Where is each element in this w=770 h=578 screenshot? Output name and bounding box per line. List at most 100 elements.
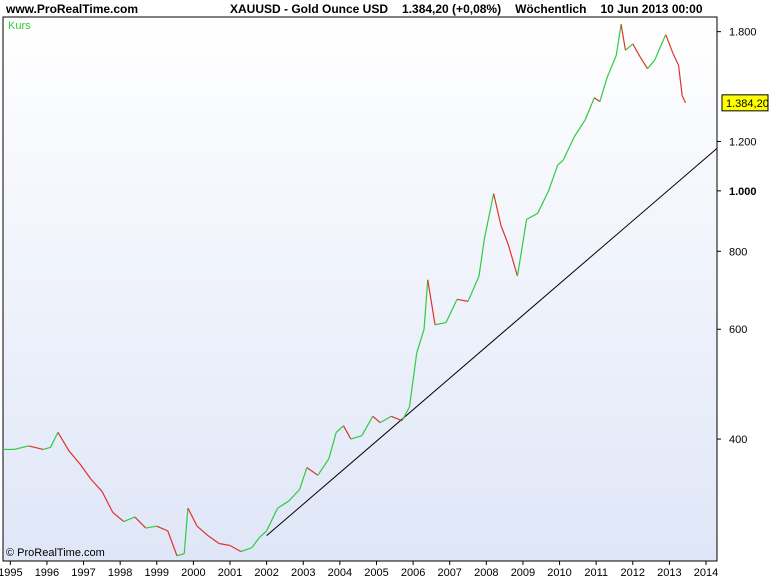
price-segment xyxy=(207,535,220,545)
price-segment xyxy=(229,544,242,553)
price-segment xyxy=(183,508,189,554)
price-segment xyxy=(456,298,469,302)
price-segment xyxy=(646,59,656,70)
price-segment xyxy=(562,136,575,161)
x-tick-label: 2012 xyxy=(621,567,645,578)
price-segment xyxy=(537,190,550,214)
price-segment xyxy=(196,525,209,537)
price-segment xyxy=(632,43,641,58)
price-segment xyxy=(379,415,392,424)
price-segment xyxy=(176,553,185,557)
x-tick-label: 2000 xyxy=(181,567,205,578)
x-tick-label: 1999 xyxy=(145,567,169,578)
price-segment xyxy=(434,321,447,326)
x-axis: 1995 1996 1997 1998 1999 2000 2001 2002 2003 2004… xyxy=(0,561,718,578)
price-segment xyxy=(654,46,661,61)
y-axis: 1.800 1.200 1.000 800 600 400 xyxy=(717,27,757,446)
trendline xyxy=(266,147,718,537)
price-segment xyxy=(615,24,622,56)
price-segment xyxy=(68,450,81,465)
price-segment xyxy=(408,352,418,408)
price-segment xyxy=(478,238,486,277)
price-segment xyxy=(548,164,559,192)
price-segment xyxy=(299,467,308,490)
price-segment xyxy=(57,432,70,452)
y-tick-label: 800 xyxy=(729,246,747,258)
y-tick-label: 1.200 xyxy=(729,136,757,148)
price-segment xyxy=(277,500,289,509)
price-segment xyxy=(445,299,458,323)
price-segment xyxy=(599,77,608,102)
y-tick-label: 1.800 xyxy=(729,27,757,39)
chart-header: www.ProRealTime.com XAUUSD - Gold Ounce … xyxy=(0,0,770,18)
price-segment xyxy=(342,425,352,440)
price-segment xyxy=(28,445,44,450)
plot-area[interactable] xyxy=(2,16,718,562)
x-tick-label: 1998 xyxy=(108,567,132,578)
price-segment xyxy=(423,279,429,330)
price-segment xyxy=(306,467,319,476)
site-name[interactable]: www.ProRealTime.com xyxy=(6,2,139,16)
price-segment xyxy=(90,478,103,492)
legend-kurs: Kurs xyxy=(8,20,31,32)
price-change: 1.384,20 (+0,08%) xyxy=(402,2,502,16)
price-segment xyxy=(516,219,528,277)
price-segment xyxy=(266,507,279,532)
price-segment xyxy=(50,432,59,448)
price-segment xyxy=(335,425,344,433)
price-segment xyxy=(467,275,480,302)
x-tick-label: 2004 xyxy=(328,567,352,578)
price-segment xyxy=(145,525,157,529)
price-segment xyxy=(350,435,363,440)
x-tick-label: 2010 xyxy=(547,567,571,578)
y-tick-label: 600 xyxy=(729,324,747,336)
price-segment xyxy=(43,446,51,450)
y-tick-label: 1.000 xyxy=(729,186,757,198)
price-segment xyxy=(361,416,374,436)
price-segment xyxy=(123,516,136,523)
price-segment xyxy=(573,119,586,138)
symbol-name: XAUUSD - Gold Ounce USD xyxy=(230,2,389,16)
x-tick-label: 2013 xyxy=(657,567,681,578)
svg-text:1.384,20: 1.384,20 xyxy=(726,98,769,110)
price-segment xyxy=(258,530,268,539)
price-segment xyxy=(101,490,114,513)
price-segment xyxy=(681,95,687,104)
price-segment xyxy=(218,542,231,547)
price-segment xyxy=(288,489,301,502)
price-segment xyxy=(251,537,260,548)
price-segment xyxy=(167,530,178,556)
price-segment xyxy=(416,329,425,353)
price-segment xyxy=(79,463,92,480)
interval-label: Wöchentlich xyxy=(515,2,587,16)
price-segment xyxy=(134,516,147,529)
price-segment xyxy=(507,244,519,277)
x-tick-label: 2006 xyxy=(401,567,425,578)
x-tick-label: 1996 xyxy=(35,567,59,578)
x-tick-label: 2009 xyxy=(511,567,535,578)
price-segment xyxy=(317,458,330,476)
x-tick-label: 2003 xyxy=(291,567,315,578)
date-time: 10 Jun 2013 00:00 xyxy=(600,2,703,16)
last-price-badge: 1.384,20 xyxy=(721,94,769,112)
price-segment xyxy=(677,65,683,96)
price-segment xyxy=(483,193,495,239)
price-segment xyxy=(328,432,337,459)
price-segment xyxy=(625,43,634,51)
price-segment xyxy=(493,193,502,226)
x-tick-label: 2005 xyxy=(364,567,388,578)
price-segment xyxy=(427,279,436,325)
x-tick-label: 2008 xyxy=(474,567,498,578)
price-segment xyxy=(187,507,198,527)
y-tick-label: 400 xyxy=(729,434,747,446)
price-segment xyxy=(372,415,381,424)
price-segment xyxy=(584,97,595,121)
price-segment xyxy=(390,415,403,422)
x-tick-label: 2001 xyxy=(218,567,242,578)
price-segment xyxy=(639,56,648,69)
price-segment xyxy=(620,24,627,51)
x-tick-label: 2007 xyxy=(437,567,461,578)
price-segment xyxy=(557,159,564,166)
price-series xyxy=(3,24,687,557)
